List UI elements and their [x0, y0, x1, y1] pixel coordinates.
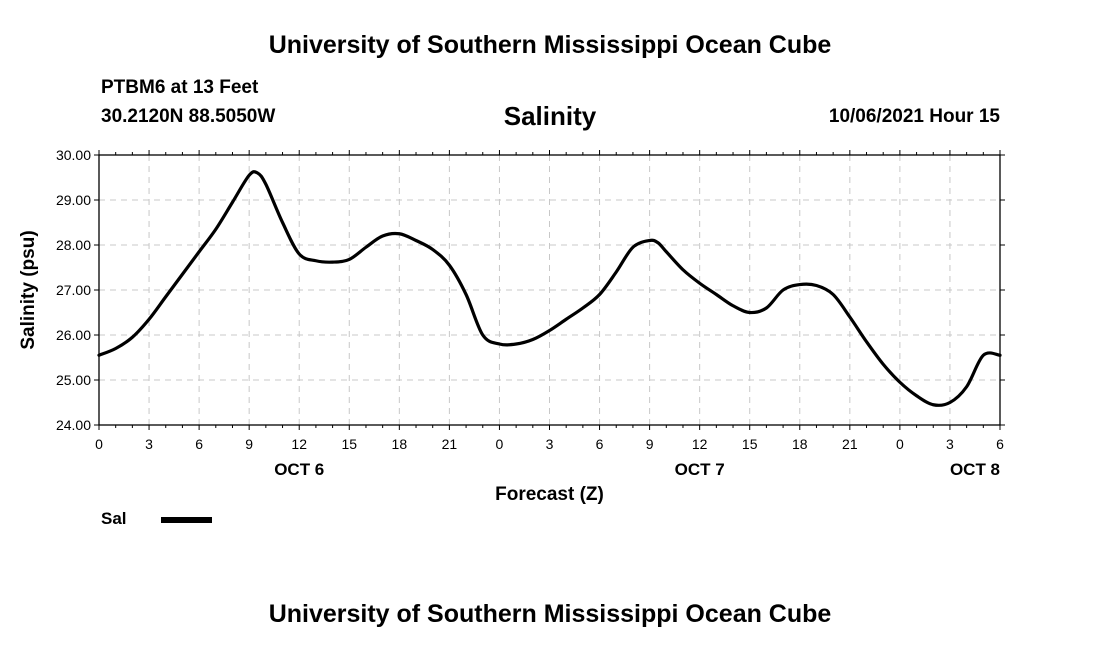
x-axis-title: Forecast (Z)	[495, 484, 604, 505]
chart-title: Salinity	[503, 101, 597, 131]
y-tick-label: 25.00	[56, 372, 91, 388]
x-tick-label: 0	[496, 436, 504, 452]
series-layer	[97, 170, 1002, 407]
grid-lines	[99, 155, 1000, 425]
x-tick-label: 21	[842, 436, 858, 452]
x-tick-label: 9	[245, 436, 253, 452]
station-coordinates: 30.2120N 88.5050W	[101, 106, 276, 127]
x-tick-label: 3	[946, 436, 954, 452]
x-tick-label: 6	[596, 436, 604, 452]
x-tick-label: 0	[95, 436, 103, 452]
axis-ticks: 24.00 25.00 26.00 27.00 28.00 29.00 30.00 0 3 6 9 1…	[18, 147, 1005, 505]
x-tick-label: 3	[546, 436, 554, 452]
station-label: PTBM6 at 13 Feet	[101, 77, 259, 98]
valid-time: 10/06/2021 Hour 15	[828, 106, 1000, 127]
day-label: OCT 8	[950, 460, 1000, 479]
y-tick-label: 28.00	[56, 237, 91, 253]
x-tick-label: 9	[646, 436, 654, 452]
x-tick-label: 21	[442, 436, 458, 452]
x-tick-label: 18	[392, 436, 408, 452]
x-tick-label: 12	[291, 436, 307, 452]
x-tick-label: 6	[195, 436, 203, 452]
x-tick-label: 3	[145, 436, 153, 452]
x-tick-label: 12	[692, 436, 708, 452]
day-label: OCT 6	[274, 460, 324, 479]
x-tick-label: 15	[341, 436, 357, 452]
x-tick-label: 0	[896, 436, 904, 452]
series-line-sal	[97, 170, 1002, 407]
x-tick-label: 15	[742, 436, 758, 452]
y-tick-label: 26.00	[56, 327, 91, 343]
day-label: OCT 7	[675, 460, 725, 479]
y-axis-title: Salinity (psu)	[18, 230, 39, 349]
legend-label: Sal	[101, 509, 127, 528]
y-tick-label: 24.00	[56, 417, 91, 433]
x-tick-label: 6	[996, 436, 1004, 452]
y-tick-label: 30.00	[56, 147, 91, 163]
x-tick-label: 18	[792, 436, 808, 452]
y-tick-label: 27.00	[56, 282, 91, 298]
y-tick-label: 29.00	[56, 192, 91, 208]
page-title: University of Southern Mississippi Ocean…	[268, 31, 832, 59]
footer-title: University of Southern Mississippi Ocean…	[268, 600, 832, 628]
